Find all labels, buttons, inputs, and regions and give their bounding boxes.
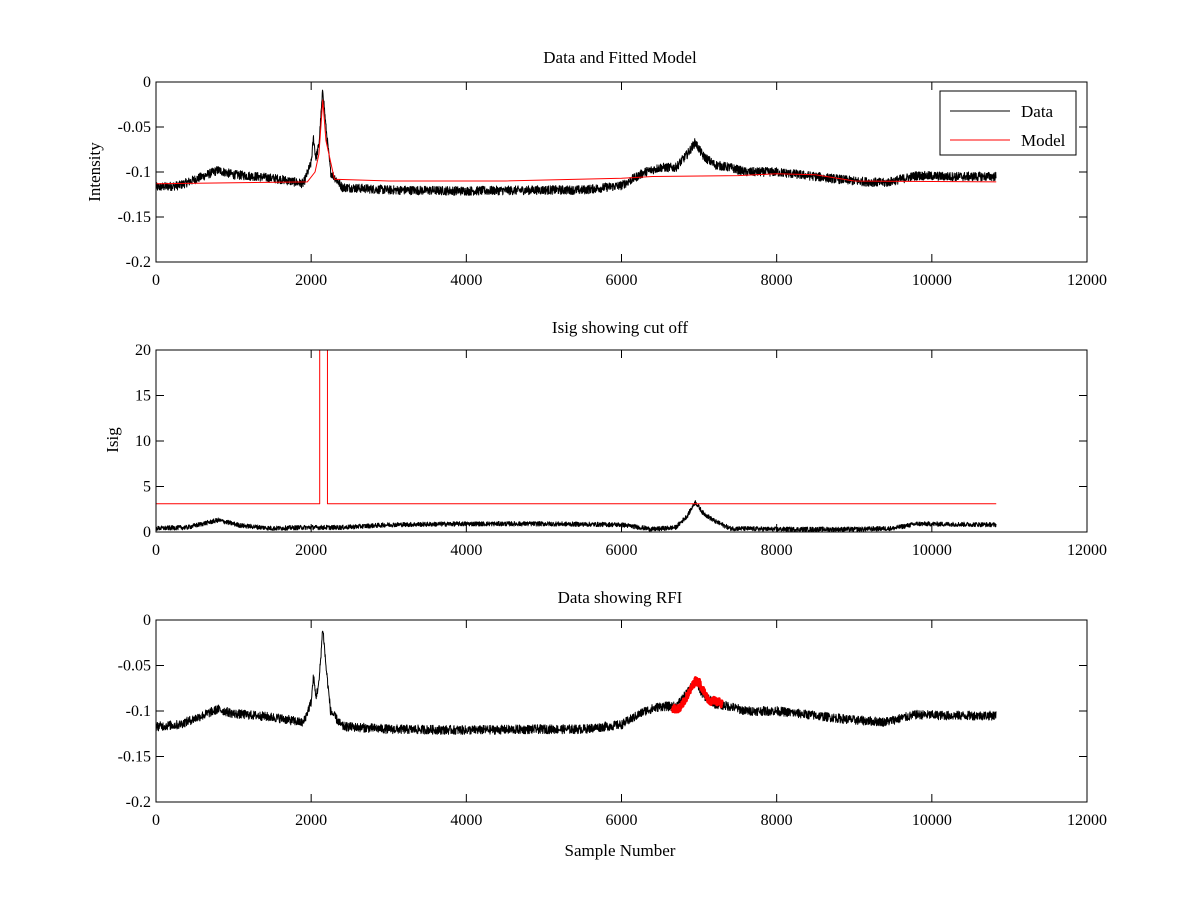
x-tick-label: 12000: [1067, 812, 1107, 829]
y-tick-label: 0: [143, 524, 151, 541]
tick-layer: 0 2000 4000 6000 8000 10000 12000 0 -0.05 -0.1 -0.…: [118, 74, 1107, 289]
x-tick-label: 2000: [295, 272, 327, 289]
x-tick-label: 6000: [606, 272, 638, 289]
x-tick-label: 12000: [1067, 542, 1107, 559]
legend-box: [939, 90, 1077, 156]
chart-panel-data-and-model: Data and Fitted Model Intensity 0 2000 400…: [85, 48, 1107, 289]
y-tick-label: -0.15: [118, 209, 151, 226]
x-tick-label: 6000: [606, 542, 638, 559]
y-tick-label: -0.1: [126, 164, 151, 181]
y-tick-label: -0.05: [118, 119, 151, 136]
series-line-isig: [156, 500, 997, 532]
tick-layer: 0 2000 4000 6000 8000 10000 12000 0 -0.05 -0.1 -0.…: [118, 612, 1107, 829]
plot-frame: [155, 349, 1088, 533]
x-tick-label: 10000: [912, 542, 952, 559]
x-tick-label: 4000: [450, 272, 482, 289]
x-axis-label: Sample Number: [565, 841, 676, 860]
x-tick-label: 2000: [295, 542, 327, 559]
x-tick-label: 8000: [761, 812, 793, 829]
tick-layer: 0 2000 4000 6000 8000 10000 12000 0 5 10 15 20: [135, 342, 1107, 559]
legend-entry-model: Model: [1021, 131, 1066, 150]
y-tick-label: 5: [143, 479, 151, 496]
series-line-rfi: [670, 676, 724, 714]
plot-frame: [155, 81, 1088, 263]
y-tick-label: 20: [135, 342, 151, 359]
y-tick-label: 10: [135, 433, 151, 450]
legend: Data Model: [939, 90, 1077, 156]
y-axis-label: Isig: [103, 427, 122, 453]
chart-title: Data and Fitted Model: [543, 48, 697, 67]
plot-frame: [155, 619, 1088, 803]
series-line-data: [156, 89, 997, 196]
series-layer: [156, 630, 997, 735]
x-tick-label: 8000: [761, 272, 793, 289]
chart-panel-isig: Isig showing cut off Isig 0 2000 4000 6000 8…: [103, 318, 1107, 559]
x-tick-label: 0: [152, 812, 160, 829]
y-tick-label: 15: [135, 388, 151, 405]
series-layer: [156, 89, 997, 196]
chart-panel-rfi: Data showing RFI 0 2000 4000 6000 8000 10000 1…: [118, 588, 1107, 860]
x-tick-label: 6000: [606, 812, 638, 829]
x-tick-label: 12000: [1067, 272, 1107, 289]
y-tick-label: 0: [143, 74, 151, 91]
x-tick-label: 10000: [912, 812, 952, 829]
x-tick-label: 0: [152, 272, 160, 289]
y-tick-label: -0.2: [126, 794, 151, 811]
x-tick-label: 2000: [295, 812, 327, 829]
series-line-data: [156, 630, 997, 735]
x-tick-label: 4000: [450, 542, 482, 559]
series-layer: [156, 350, 997, 532]
y-tick-label: -0.05: [118, 658, 151, 675]
x-tick-label: 0: [152, 542, 160, 559]
chart-title: Data showing RFI: [558, 588, 683, 607]
y-tick-label: -0.1: [126, 703, 151, 720]
y-tick-label: -0.15: [118, 749, 151, 766]
legend-entry-data: Data: [1021, 102, 1054, 121]
y-tick-label: -0.2: [126, 254, 151, 271]
series-line-model: [156, 99, 997, 185]
x-tick-label: 8000: [761, 542, 793, 559]
y-axis-label: Intensity: [85, 142, 104, 202]
x-tick-label: 10000: [912, 272, 952, 289]
x-tick-label: 4000: [450, 812, 482, 829]
y-tick-label: 0: [143, 612, 151, 629]
chart-title: Isig showing cut off: [552, 318, 688, 337]
series-line-cut-off: [156, 350, 997, 505]
